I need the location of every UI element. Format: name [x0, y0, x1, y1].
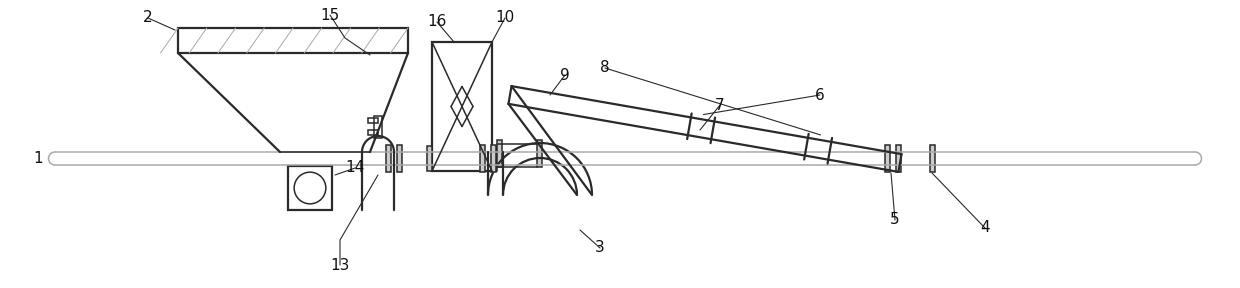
Text: 5: 5	[890, 213, 900, 228]
Text: 2: 2	[143, 10, 153, 26]
Text: 15: 15	[320, 7, 340, 22]
Text: 8: 8	[600, 60, 610, 75]
Bar	[368, 130, 378, 135]
Bar	[885, 145, 890, 172]
Text: 3: 3	[595, 240, 605, 255]
Bar	[432, 42, 492, 171]
Bar	[480, 145, 485, 172]
Text: 4: 4	[980, 221, 990, 236]
Bar	[492, 146, 497, 171]
Bar	[930, 145, 935, 172]
Text: 16: 16	[428, 14, 446, 29]
Bar	[179, 28, 408, 53]
Text: 10: 10	[495, 10, 515, 26]
Bar	[374, 116, 382, 138]
Bar	[427, 146, 432, 171]
Bar	[491, 145, 496, 172]
Bar	[368, 118, 378, 123]
Text: 6: 6	[815, 88, 825, 103]
Text: 1: 1	[33, 151, 43, 166]
Bar	[288, 166, 332, 210]
Bar	[897, 145, 901, 172]
Text: 7: 7	[715, 98, 725, 113]
Bar	[537, 140, 542, 167]
Text: 14: 14	[346, 160, 365, 175]
Bar	[386, 145, 391, 172]
Text: 9: 9	[560, 67, 570, 82]
Bar	[497, 140, 502, 167]
Text: 13: 13	[330, 257, 350, 272]
Bar	[397, 145, 402, 172]
